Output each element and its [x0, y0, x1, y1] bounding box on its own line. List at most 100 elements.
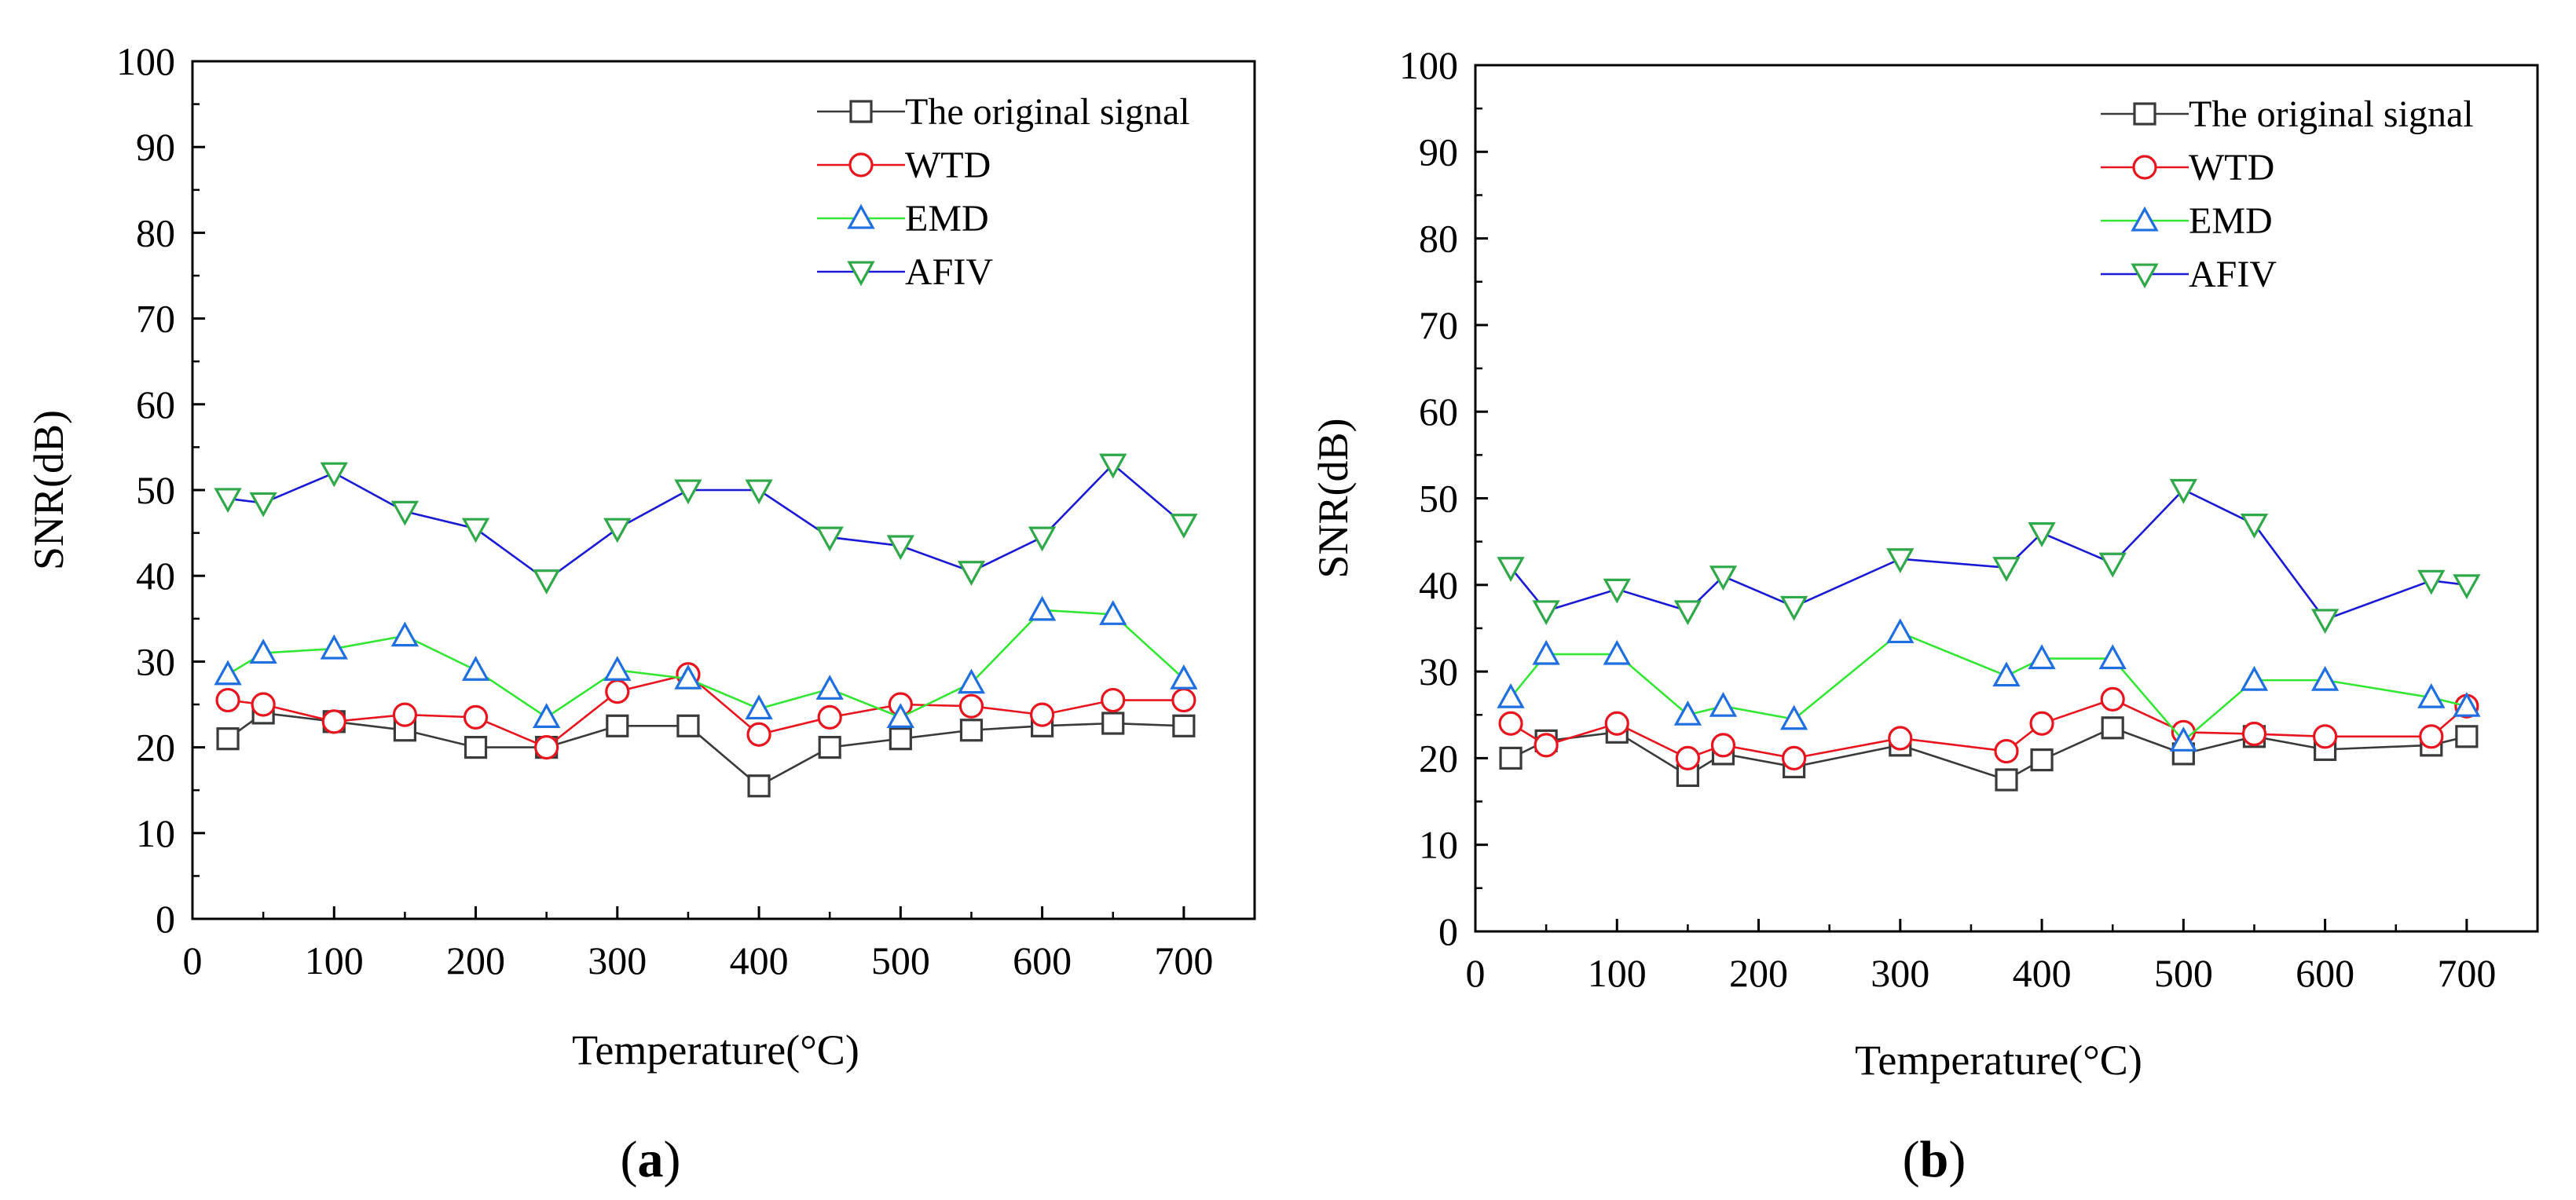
data-point: [1994, 738, 2019, 764]
legend: The original signal WTD EMD AFIV: [817, 91, 1190, 293]
legend-label: The original signal: [905, 91, 1190, 133]
data-point: [606, 714, 629, 737]
data-point: [2419, 724, 2444, 749]
data-point: [1992, 661, 2021, 687]
legend-marker: [847, 203, 875, 229]
legend-marker: [2131, 263, 2159, 289]
y-tick-label: 30: [136, 639, 175, 683]
x-tick-label: 0: [1466, 951, 1486, 995]
legend-marker: [2133, 102, 2156, 126]
panel-b: 0 10 20 30 40 50 60 70 80 90 100 0 100 200 300 400 500 60…: [1310, 43, 2539, 1188]
data-point: [1888, 726, 1913, 751]
y-tick-label: 40: [1419, 563, 1458, 607]
panel-label-close-paren: ): [1948, 1131, 1966, 1188]
data-point: [1710, 733, 1736, 758]
data-point: [214, 488, 242, 514]
data-point: [1675, 745, 1700, 771]
legend-label: EMD: [2189, 200, 2273, 242]
legend-entry: AFIV: [817, 251, 993, 293]
data-point: [1532, 639, 1560, 665]
legend-label: AFIV: [2189, 254, 2277, 295]
y-tick-label: 50: [1419, 477, 1458, 521]
data-point: [957, 561, 986, 586]
data-point: [2028, 644, 2056, 670]
data-point: [1029, 702, 1055, 727]
data-point: [1992, 557, 2021, 582]
data-point: [1497, 682, 1525, 708]
data-point: [2098, 552, 2127, 578]
data-point: [815, 675, 844, 700]
legend-label: WTD: [2189, 147, 2274, 188]
data-point: [1534, 733, 1559, 758]
data-point: [532, 569, 561, 595]
series-emd: [1497, 618, 2481, 752]
legend-marker: [849, 100, 873, 123]
y-tick-label: 50: [136, 468, 175, 512]
data-point: [676, 714, 700, 737]
y-tick-label: 10: [1419, 823, 1458, 867]
data-point: [1604, 711, 1629, 736]
x-tick-label: 200: [1729, 951, 1788, 995]
data-point: [1603, 639, 1631, 665]
y-tick-label: 70: [136, 297, 175, 341]
x-tick-label: 500: [871, 938, 930, 982]
data-point: [1709, 691, 1738, 717]
data-point: [959, 719, 984, 742]
series-line: [1510, 488, 2468, 621]
data-point: [390, 500, 420, 526]
data-point: [251, 692, 276, 717]
legend-label: EMD: [905, 198, 989, 240]
data-point: [1028, 595, 1057, 621]
x-tick-label: 400: [2013, 951, 2072, 995]
data-point: [2313, 724, 2338, 749]
data-point: [1172, 714, 1196, 737]
data-point: [889, 727, 912, 751]
data-point: [2310, 609, 2340, 635]
data-point: [2101, 716, 2124, 740]
y-tick-label: 60: [1419, 390, 1458, 434]
y-axis-label: SNR(dB): [25, 410, 72, 570]
y-tick-label: 80: [136, 210, 175, 254]
x-tick-label: 300: [1871, 951, 1929, 995]
x-tick-label: 0: [183, 938, 203, 982]
legend-entry: WTD: [2101, 147, 2274, 188]
data-point: [1779, 704, 1808, 730]
data-point: [1099, 600, 1127, 625]
panel-label-open-paren: (: [1903, 1131, 1920, 1188]
x-tick-label: 700: [1154, 938, 1213, 982]
data-point: [320, 462, 348, 488]
data-point: [2240, 665, 2269, 691]
plot-frame: [1474, 64, 2539, 933]
data-point: [1499, 746, 1523, 770]
data-point: [1170, 664, 1198, 690]
x-axis-label: Temperature(°C): [1855, 1037, 2142, 1084]
data-point: [216, 727, 240, 751]
data-point: [603, 518, 632, 543]
y-tick-label: 100: [116, 39, 175, 83]
data-point: [249, 492, 277, 518]
y-tick-label: 40: [136, 554, 175, 598]
data-point: [2310, 665, 2340, 691]
data-point: [1779, 595, 1808, 621]
data-point: [605, 679, 630, 704]
data-point: [1603, 578, 1631, 604]
legend-label: AFIV: [905, 251, 993, 293]
x-tick-label: 200: [446, 938, 505, 982]
x-tick-label: 600: [2296, 951, 2354, 995]
data-point: [2240, 514, 2269, 539]
y-tick-label: 70: [1419, 303, 1458, 347]
legend-marker: [2132, 155, 2157, 180]
legend-label: The original signal: [2189, 93, 2474, 135]
panel-label-letter: a: [638, 1131, 664, 1188]
data-point: [1886, 618, 1915, 644]
data-point: [321, 709, 346, 734]
panel-label: (b): [1903, 1131, 1966, 1188]
legend-entry: EMD: [2101, 200, 2273, 242]
data-point: [1532, 600, 1560, 626]
data-point: [1171, 687, 1196, 713]
data-point: [392, 702, 418, 727]
data-point: [320, 634, 348, 660]
data-point: [461, 656, 490, 681]
data-point: [215, 687, 240, 713]
